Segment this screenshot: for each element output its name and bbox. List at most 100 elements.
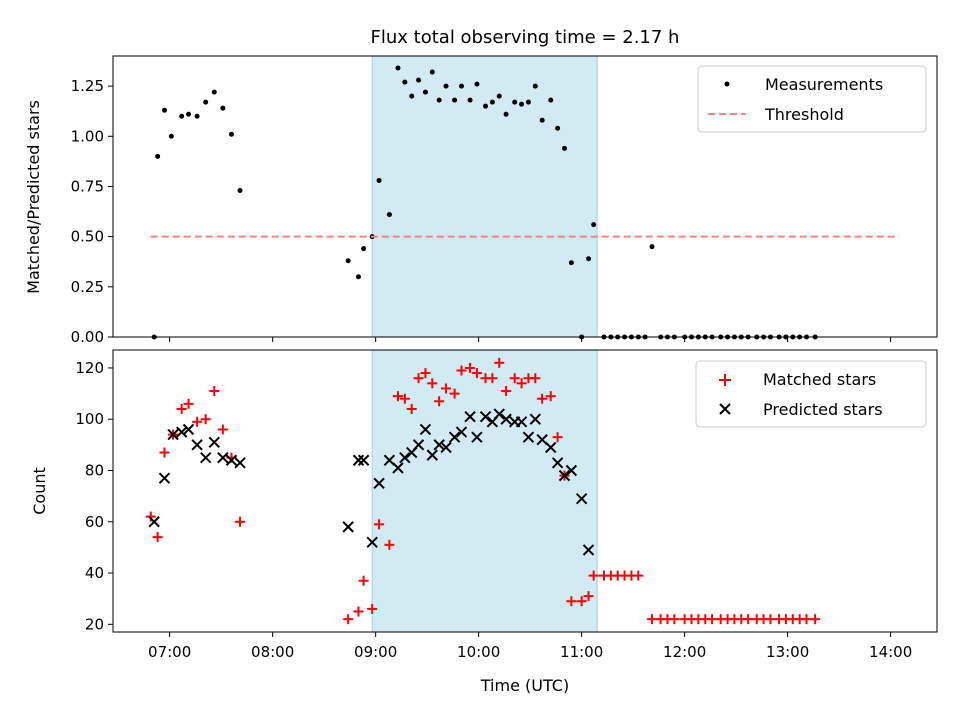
x-axis-label: Time (UTC) <box>480 676 569 695</box>
matched-star-point <box>509 373 520 384</box>
predicted-star-point <box>529 413 542 425</box>
matched-star-point <box>427 378 438 389</box>
xtick-label: 13:00 <box>766 643 809 661</box>
legend-predicted-label: Predicted stars <box>763 400 883 419</box>
measurement-point <box>386 212 392 218</box>
predicted-star-point <box>399 451 411 464</box>
matched-star-point <box>159 447 170 458</box>
matched-star-point <box>441 383 452 394</box>
bottom-ytick-label: 80 <box>85 461 104 479</box>
predicted-star-point <box>167 428 179 441</box>
predicted-star-point <box>225 454 238 466</box>
measurement-point <box>561 145 567 151</box>
matched-star-point <box>152 532 163 543</box>
measurement-point <box>429 69 435 75</box>
matched-star-point <box>353 606 364 617</box>
predicted-star-point <box>366 536 378 548</box>
matched-star-point <box>374 519 385 530</box>
measurement-point <box>168 133 174 139</box>
top-legend-box <box>697 65 927 133</box>
measurement-point <box>489 99 495 105</box>
xtick-label: 09:00 <box>354 643 397 661</box>
top-ytick-label: 0.25 <box>71 278 104 296</box>
top-legend: Measurements Threshold <box>697 65 927 133</box>
measurement-point <box>525 99 531 105</box>
measurement-point <box>395 65 401 71</box>
matched-star-point <box>552 432 563 443</box>
matched-star-point <box>399 393 410 404</box>
top-highlight-span <box>371 55 598 338</box>
predicted-star-point <box>373 477 385 490</box>
predicted-star-point <box>208 436 220 448</box>
matched-star-point <box>456 365 467 376</box>
matched-star-point <box>367 603 378 614</box>
predicted-star-point <box>565 464 578 477</box>
xtick-label: 12:00 <box>663 643 706 661</box>
predicted-star-point <box>352 454 365 466</box>
predicted-star-point <box>426 449 439 461</box>
matched-star-point <box>669 614 680 625</box>
measurement-point <box>532 83 538 89</box>
measurement-point <box>591 222 597 228</box>
predicted-star-point <box>448 431 461 443</box>
predicted-star-point <box>199 451 212 464</box>
measurement-point <box>512 99 518 105</box>
measurement-point <box>186 111 192 117</box>
matched-star-point <box>392 391 403 402</box>
matched-star-point <box>384 539 395 550</box>
matched-star-point <box>183 398 194 409</box>
bottom-legend-box <box>695 360 927 428</box>
measurement-point <box>155 153 161 159</box>
matched-star-point <box>465 362 476 373</box>
measurement-point <box>539 117 545 123</box>
bottom-highlight-span <box>371 349 598 633</box>
predicted-star-point <box>515 416 528 428</box>
measurement-point <box>474 81 480 87</box>
predicted-star-point <box>558 469 571 482</box>
predicted-star-point <box>522 431 535 443</box>
matched-star-point <box>434 396 445 407</box>
xtick-label: 10:00 <box>457 643 500 661</box>
matched-star-point <box>765 614 776 625</box>
xtick-label: 14:00 <box>869 643 912 661</box>
measurement-point <box>228 131 234 137</box>
legend-measurements-marker <box>724 81 730 87</box>
measurement-point <box>443 83 449 89</box>
matched-star-point <box>633 570 644 581</box>
measurement-point <box>458 83 464 89</box>
predicted-star-point <box>455 426 468 438</box>
measurement-point <box>211 89 217 95</box>
matched-star-point <box>192 416 203 427</box>
matched-star-point <box>494 357 505 368</box>
predicted-star-point <box>551 457 564 469</box>
bottom-plot-frame <box>112 349 938 633</box>
matched-star-point <box>235 516 246 527</box>
measurement-point <box>402 79 408 85</box>
bottom-legend: Matched stars Predicted stars <box>695 360 927 428</box>
top-ytick-label: 0.00 <box>71 328 104 346</box>
legend-matched-marker <box>719 374 731 386</box>
matched-star-point <box>566 596 577 607</box>
predicted-star-point <box>545 441 557 454</box>
measurement-point <box>179 113 185 119</box>
measurement-point <box>194 113 200 119</box>
bottom-ytick-label: 20 <box>85 615 104 633</box>
measurement-point <box>162 107 167 113</box>
bottom-y-axis-label: Count <box>30 467 49 515</box>
predicted-star-point <box>357 454 370 466</box>
measurement-point <box>586 256 592 262</box>
matched-star-point <box>545 391 556 402</box>
top-ytick-label: 0.50 <box>71 228 104 246</box>
matched-star-point <box>647 614 658 625</box>
matched-star-point <box>501 386 512 397</box>
predicted-star-point <box>493 408 505 420</box>
matched-star-point <box>217 424 228 435</box>
predicted-star-point <box>440 441 452 454</box>
predicted-star-point <box>471 431 483 443</box>
legend-threshold-label: Threshold <box>764 105 844 124</box>
xtick-label: 07:00 <box>148 643 191 661</box>
matched-star-point <box>707 614 718 625</box>
predicted-star-point <box>433 439 445 451</box>
bottom-ytick-label: 40 <box>85 564 104 582</box>
